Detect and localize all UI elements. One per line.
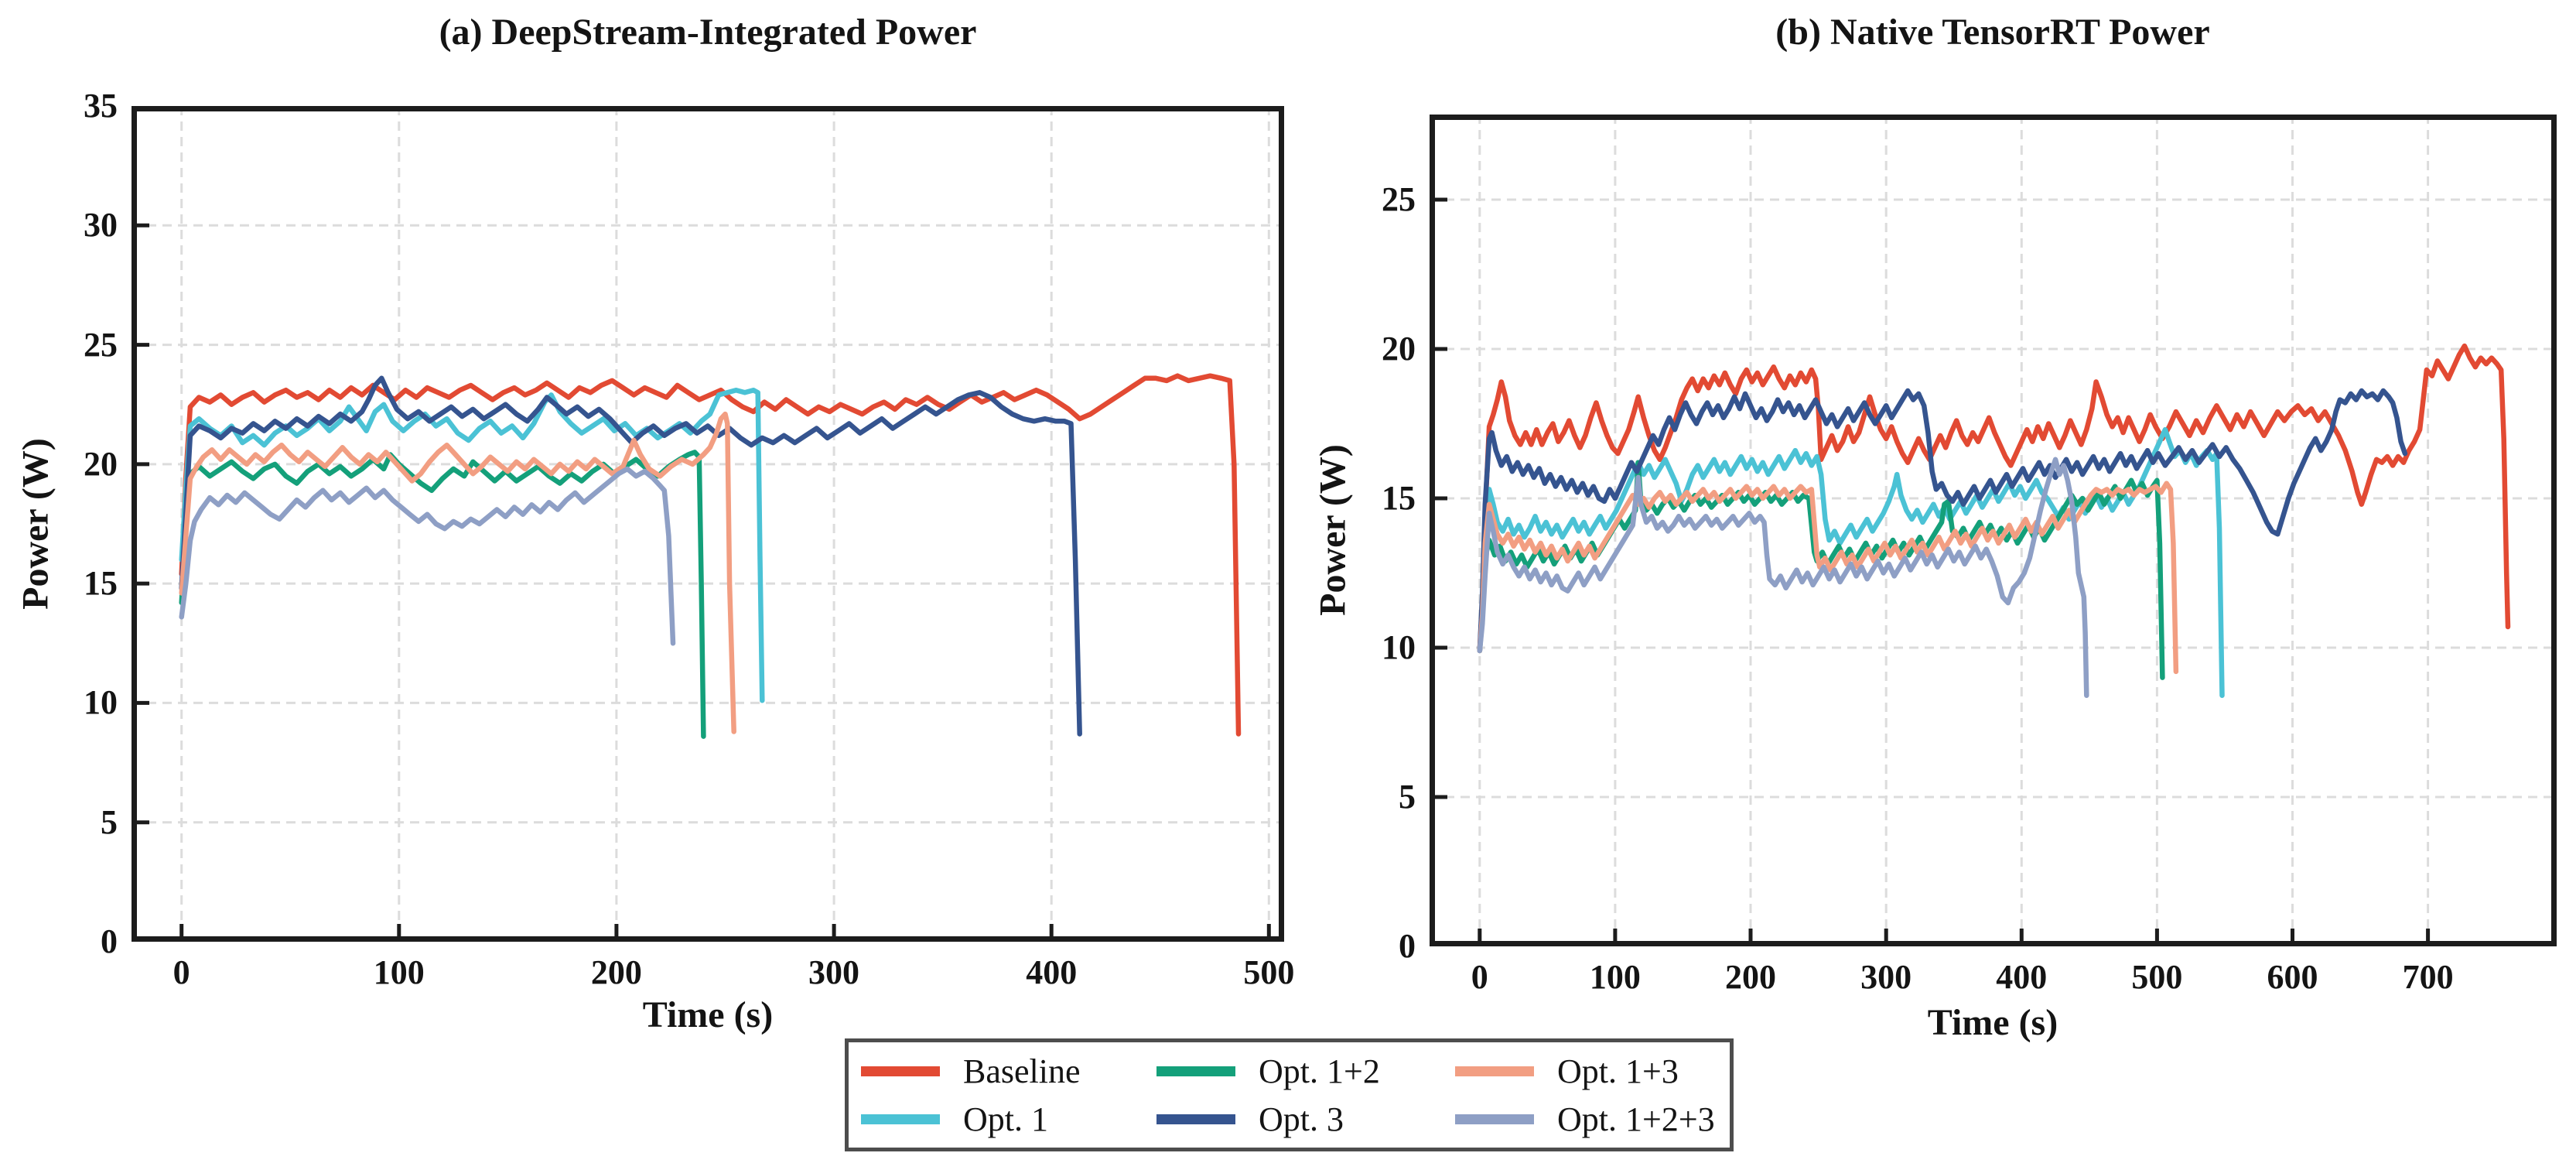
y-tick-label: 25 <box>1382 180 1416 218</box>
x-tick-label: 300 <box>808 953 860 991</box>
legend: Baseline Opt. 1 Opt. 1+2 Opt. 3 Opt. 1+3 Opt.… <box>845 1038 1734 1151</box>
y-tick-label: 35 <box>84 87 118 125</box>
x-tick-label: 200 <box>1725 958 1777 996</box>
plot-a-canvas <box>132 104 1284 944</box>
y-tick-label: 15 <box>84 564 118 603</box>
legend-item-opt3: Opt. 3 <box>1156 1100 1455 1139</box>
legend-label: Opt. 1+2+3 <box>1557 1100 1715 1138</box>
legend-swatch-icon <box>861 1114 940 1124</box>
x-tick-label: 300 <box>1860 958 1912 996</box>
legend-item-opt12: Opt. 1+2 <box>1156 1052 1455 1091</box>
grid-lines <box>132 104 1284 942</box>
legend-label: Opt. 1+3 <box>1557 1052 1679 1090</box>
plot-frame <box>1430 115 2557 946</box>
y-tick-label: 20 <box>84 444 118 483</box>
legend-item-opt1: Opt. 1 <box>861 1100 1156 1139</box>
plot-b-canvas <box>1430 115 2557 949</box>
legend-item-opt13: Opt. 1+3 <box>1455 1052 1722 1091</box>
plot-a-title: (a) DeepStream-Integrated Power <box>439 12 977 53</box>
legend-label: Baseline <box>963 1052 1081 1090</box>
x-tick-label: 400 <box>1026 953 1078 991</box>
plot-a-ylabel: Power (W) <box>15 438 56 610</box>
series-lines <box>179 373 1242 739</box>
x-tick-label: 100 <box>373 953 425 991</box>
y-tick-label: 0 <box>101 922 118 960</box>
series-line-opt3 <box>1477 388 2408 654</box>
series-line-baseline <box>1477 343 2511 654</box>
x-tick-label: 100 <box>1589 958 1641 996</box>
legend-swatch-icon <box>1455 1066 1534 1076</box>
series-lines <box>1477 343 2511 699</box>
series-line-opt3 <box>179 375 1082 737</box>
y-tick-label: 30 <box>84 206 118 245</box>
series-line-opt13 <box>179 411 736 734</box>
y-tick-label: 15 <box>1382 479 1416 517</box>
axis-ticks <box>1432 197 2431 949</box>
x-tick-label: 0 <box>1471 958 1488 996</box>
plot-b-area <box>1430 115 2557 949</box>
legend-swatch-icon <box>861 1066 940 1076</box>
plot-b-ylabel: Power (W) <box>1312 444 1354 616</box>
series-line-opt13 <box>1477 481 2179 675</box>
x-tick-label: 600 <box>2267 958 2318 996</box>
legend-label: Opt. 3 <box>1259 1100 1344 1138</box>
y-tick-label: 20 <box>1382 330 1416 368</box>
y-tick-label: 25 <box>84 325 118 364</box>
series-line-baseline <box>179 373 1242 737</box>
legend-item-baseline: Baseline <box>861 1052 1156 1091</box>
legend-item-opt123: Opt. 1+2+3 <box>1455 1100 1722 1139</box>
x-tick-label: 700 <box>2402 958 2454 996</box>
x-tick-label: 200 <box>590 953 642 991</box>
y-tick-label: 5 <box>1399 778 1416 816</box>
legend-label: Opt. 1+2 <box>1259 1052 1380 1090</box>
y-tick-label: 10 <box>84 683 118 722</box>
legend-label: Opt. 1 <box>963 1100 1048 1138</box>
legend-swatch-icon <box>1156 1066 1235 1076</box>
x-tick-label: 0 <box>173 953 190 991</box>
legend-swatch-icon <box>1455 1114 1534 1124</box>
legend-swatch-icon <box>1156 1114 1235 1124</box>
series-line-opt123 <box>1477 457 2089 699</box>
x-tick-label: 500 <box>2131 958 2183 996</box>
y-tick-label: 0 <box>1399 927 1416 965</box>
series-line-opt1 <box>179 387 765 703</box>
series-line-opt123 <box>179 466 676 646</box>
x-tick-label: 400 <box>1996 958 2048 996</box>
plot-frame <box>132 106 1284 942</box>
y-tick-label: 5 <box>101 802 118 841</box>
plot-b-title: (b) Native TensorRT Power <box>1775 12 2210 53</box>
y-tick-label: 10 <box>1382 628 1416 666</box>
series-line-opt12 <box>179 450 706 739</box>
plot-a-area <box>132 104 1284 944</box>
x-tick-label: 500 <box>1243 953 1295 991</box>
plot-b-xlabel: Time (s) <box>1927 1002 2058 1043</box>
plot-a-xlabel: Time (s) <box>642 994 774 1035</box>
